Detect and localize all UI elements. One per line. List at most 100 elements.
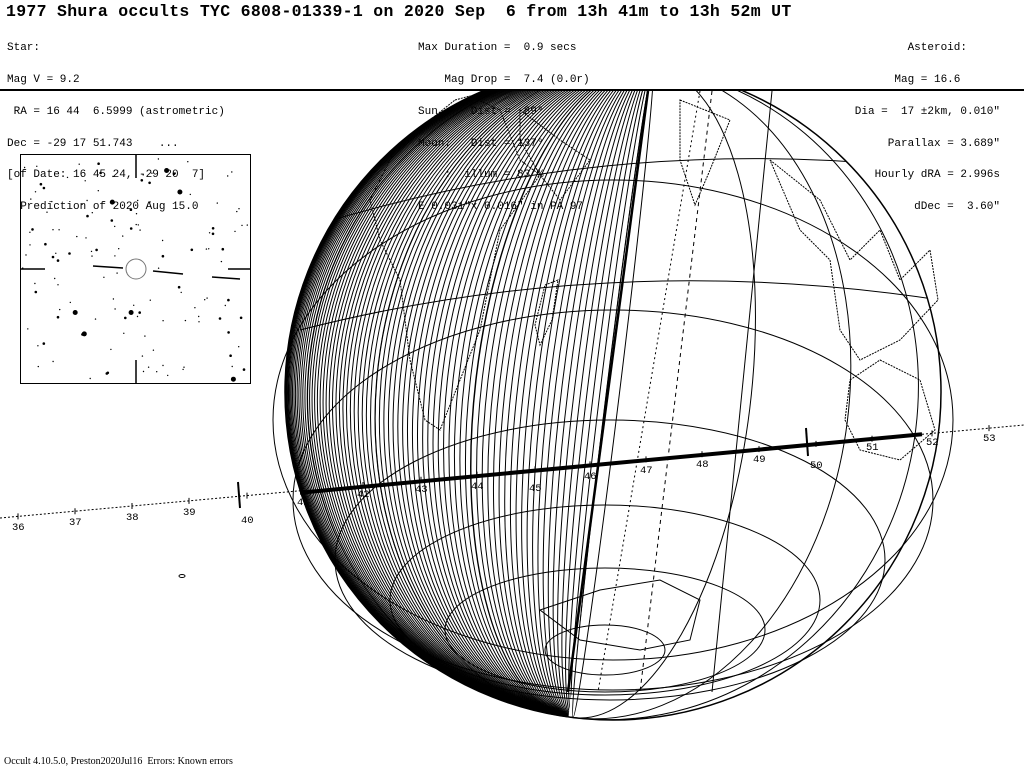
star-dot — [110, 348, 112, 351]
star-dot — [114, 225, 116, 228]
star-dot — [229, 354, 232, 358]
inset-crosshair — [211, 276, 241, 280]
event-line: Mag Drop = 7.4 (0.0r) — [418, 73, 590, 86]
star-dot — [105, 372, 109, 375]
star-dot — [177, 285, 181, 289]
parallel-line — [544, 624, 666, 676]
star-dot — [211, 227, 215, 230]
star-dot — [182, 368, 184, 371]
star-dot — [208, 232, 211, 234]
asteroid-line: Dia = 17 ±2km, 0.010" — [854, 105, 1000, 118]
star-dot — [58, 229, 60, 231]
antarctica-coastline — [538, 579, 701, 651]
star-dot — [34, 290, 38, 294]
parallel-line — [389, 504, 821, 696]
asteroid-line: Hourly dRA = 2.996s — [874, 169, 1000, 182]
meridian-line — [711, 91, 773, 693]
star-dot — [81, 331, 87, 337]
star-dot — [129, 227, 133, 230]
path-centerline-onglobe — [299, 432, 923, 495]
star-dot — [122, 235, 124, 237]
minute-label: 41 — [297, 497, 310, 509]
star-dot — [227, 331, 230, 334]
minute-label: 48 — [696, 459, 709, 471]
event-line: Moon: Dist = 137° — [418, 137, 544, 150]
star-dot — [42, 342, 46, 345]
minute-label: 51 — [866, 442, 879, 454]
star-dot — [56, 259, 60, 262]
minute-label: 50 — [810, 460, 823, 472]
inset-crosshair — [92, 265, 124, 269]
star-dot — [242, 368, 246, 371]
star-line: Dec = -29 17 51.743 ... — [7, 137, 179, 150]
star-dot — [208, 248, 210, 250]
minute-label: 49 — [753, 454, 766, 466]
parallel-line — [292, 309, 934, 691]
path-limit-dashed — [639, 91, 713, 693]
star-dot — [31, 228, 34, 231]
star-dot — [37, 365, 39, 368]
parallel-line — [334, 419, 886, 701]
star-dot — [184, 319, 187, 322]
star-dot — [162, 364, 164, 367]
minute-label: 36 — [12, 522, 25, 534]
star-dot — [139, 229, 141, 231]
star-dot — [85, 237, 87, 239]
star-dot — [227, 175, 229, 177]
star-dot — [22, 267, 24, 269]
madagascar-coastline — [534, 279, 559, 347]
star-dot — [149, 299, 151, 301]
star-dot — [118, 248, 120, 250]
star-dot — [167, 374, 169, 377]
star-dot — [138, 311, 141, 314]
island-mark — [178, 574, 186, 578]
star-dot — [161, 239, 164, 242]
star-dot — [211, 232, 215, 236]
star-dot — [114, 308, 116, 310]
star-dot — [124, 316, 127, 320]
star-dot — [218, 317, 222, 320]
path-centerline-offglobe — [0, 490, 301, 519]
event-line: Sun : Dist = 89° — [418, 105, 544, 118]
software-footer: Occult 4.10.5.0, Preston2020Jul16 Errors… — [4, 756, 233, 767]
minute-label: 39 — [183, 507, 196, 519]
star-dot — [27, 328, 29, 330]
asteroid-line: Asteroid: — [907, 42, 1000, 55]
prediction-title: 1977 Shura occults TYC 6808-01339-1 on 2… — [6, 2, 792, 21]
event-line: : illum = 83 % — [418, 169, 544, 182]
star-dot — [206, 297, 208, 299]
star-dot — [241, 224, 243, 227]
event-line: E 0.031"x 0.016" in PA 97 — [418, 201, 584, 214]
star-dot — [68, 252, 71, 255]
star-dot — [152, 349, 155, 351]
minute-label: 46 — [584, 471, 597, 483]
australia-coastline — [844, 359, 936, 461]
star-dot — [238, 208, 240, 210]
star-dot — [180, 291, 182, 294]
india-coastline — [679, 99, 731, 207]
star-dot — [236, 210, 238, 213]
parallel-line — [444, 567, 766, 693]
star-dot — [29, 244, 31, 246]
star-dot — [25, 254, 27, 256]
minute-label: 40 — [241, 515, 254, 527]
star-dot — [231, 365, 233, 368]
star-dot — [224, 304, 226, 307]
star-dot — [51, 255, 55, 259]
star-dot — [54, 277, 56, 280]
star-dot — [190, 248, 194, 252]
minute-label: 37 — [69, 517, 82, 529]
star-dot — [81, 333, 84, 336]
star-dot — [183, 366, 185, 368]
star-dot — [114, 255, 116, 257]
parallel-line — [272, 179, 954, 661]
inset-crosshair — [152, 270, 184, 275]
star-dot — [221, 247, 225, 251]
star-info: Star: Mag V = 9.2 RA = 16 44 6.5999 (ast… — [7, 22, 225, 223]
path-limit-dotted — [597, 91, 701, 693]
event-info: Max Duration = 0.9 secs Mag Drop = 7.4 (… — [418, 22, 590, 223]
star-dot — [29, 231, 31, 233]
star-dot — [73, 311, 76, 313]
star-dot — [69, 301, 72, 304]
star-dot — [204, 299, 206, 301]
